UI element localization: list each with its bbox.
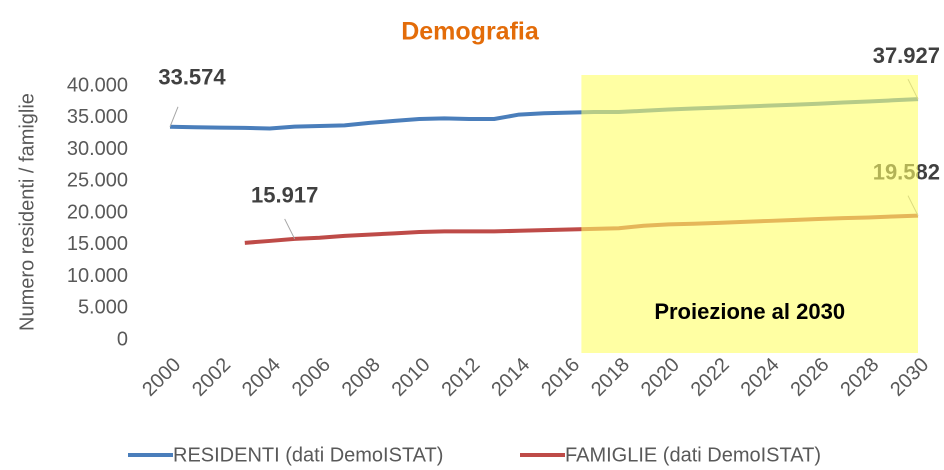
x-tick-label: 2014 [487, 354, 534, 401]
x-tick-label: 2030 [886, 354, 933, 401]
x-tick-label: 2000 [138, 354, 185, 401]
data-label: 37.927 [873, 43, 940, 68]
x-tick-label: 2018 [587, 354, 634, 401]
x-tick-label: 2004 [238, 354, 285, 401]
chart-title: Demografia [401, 18, 540, 46]
x-tick-label: 2002 [188, 354, 235, 401]
label-leader [169, 106, 179, 127]
data-label: 33.574 [158, 65, 226, 90]
label-leader [284, 218, 296, 240]
y-axis-label: Numero residenti / famiglie [16, 93, 38, 331]
x-tick-label: 2012 [437, 354, 484, 401]
y-tick-label: 30.000 [67, 138, 128, 160]
projection-band [581, 75, 918, 353]
y-tick-label: 10.000 [67, 265, 128, 287]
x-tick-label: 2024 [737, 354, 784, 401]
legend-label: RESIDENTI (dati DemoISTAT) [173, 444, 443, 466]
y-tick-label: 40.000 [67, 74, 128, 96]
x-tick-label: 2020 [637, 354, 684, 401]
y-tick-label: 15.000 [67, 233, 128, 255]
projection-label: Proiezione al 2030 [654, 299, 845, 324]
legend-label: FAMIGLIE (dati DemoISTAT) [565, 444, 821, 466]
y-tick-label: 35.000 [67, 106, 128, 128]
y-tick-label: 0 [117, 328, 128, 350]
x-tick-label: 2016 [537, 354, 584, 401]
x-tick-label: 2028 [836, 354, 883, 401]
x-tick-label: 2006 [288, 354, 335, 401]
y-tick-label: 25.000 [67, 170, 128, 192]
x-tick-label: 2026 [787, 354, 834, 401]
x-tick-label: 2008 [338, 354, 385, 401]
x-tick-label: 2010 [388, 354, 435, 401]
x-tick-label: 2022 [687, 354, 734, 401]
data-label: 15.917 [251, 183, 318, 208]
y-tick-label: 20.000 [67, 201, 128, 223]
y-tick-label: 5.000 [78, 297, 128, 319]
